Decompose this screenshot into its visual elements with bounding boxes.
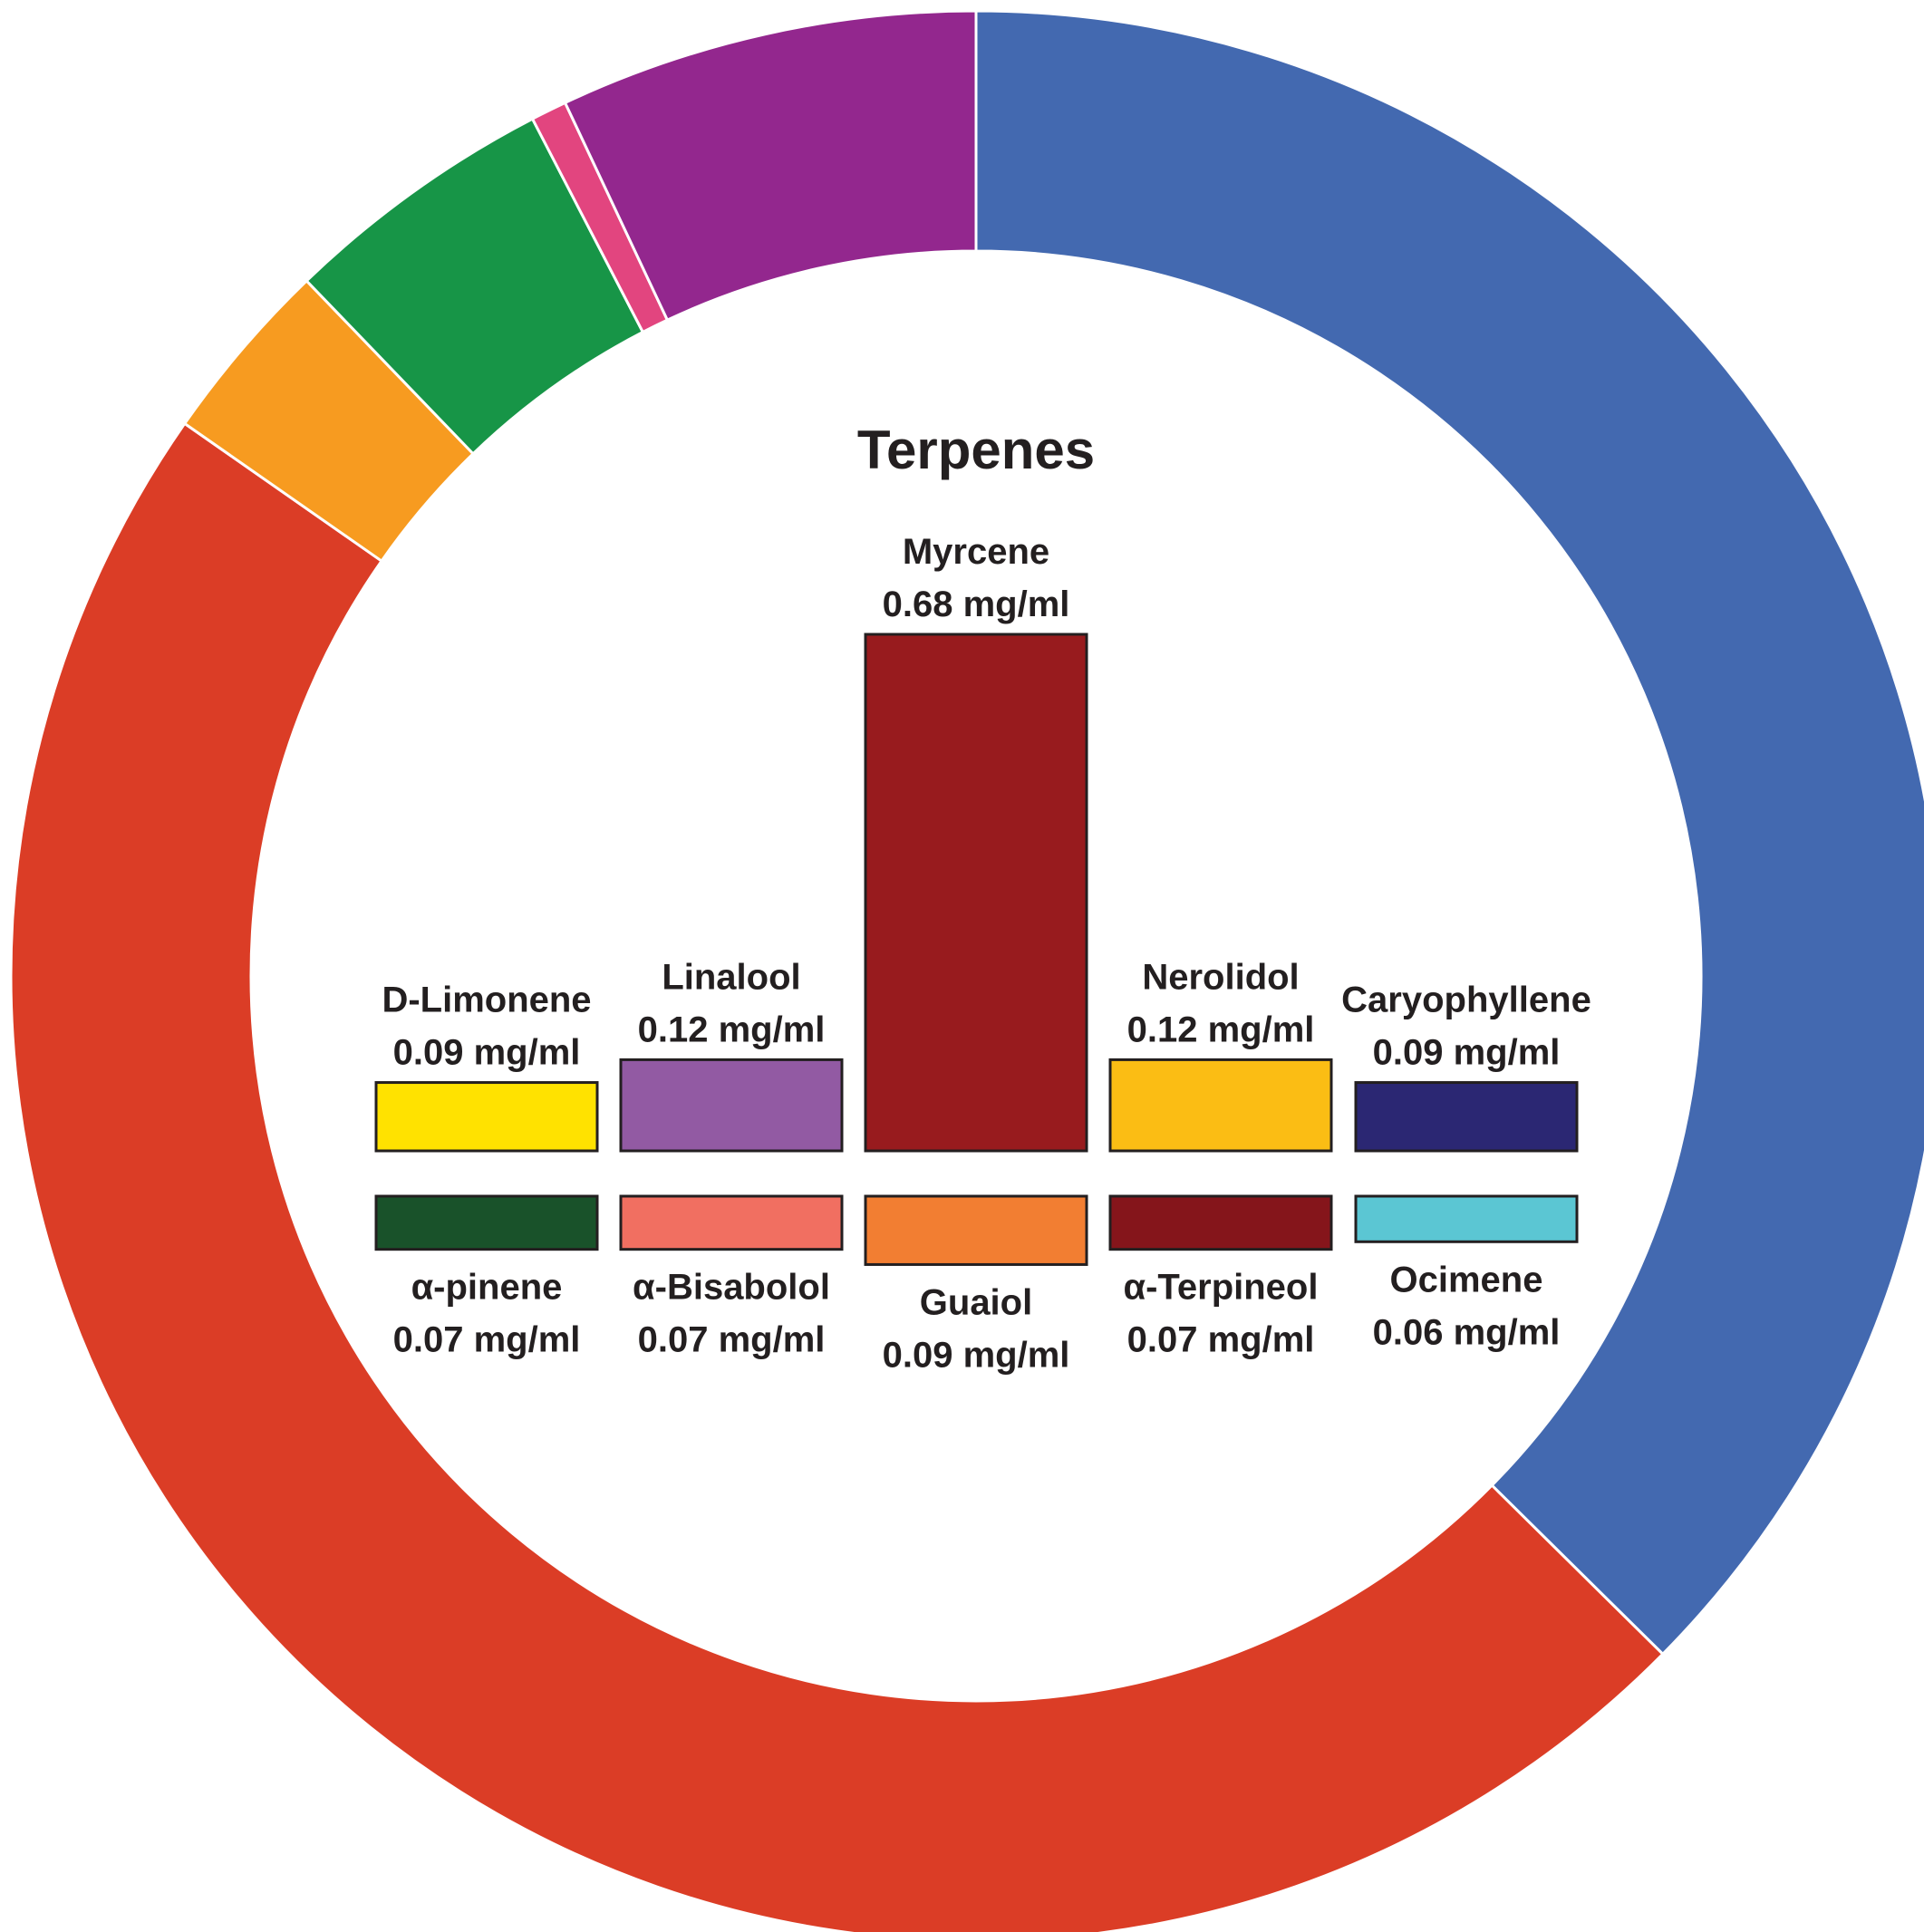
donut-slice-6	[563, 9, 978, 323]
bar-alpha-bisabolol	[619, 1194, 844, 1251]
chart-title: Terpenes	[857, 420, 1095, 480]
bar-caryophyllene	[1354, 1081, 1579, 1153]
bar-value-ocimene: 0.06 mg/ml	[1373, 1312, 1561, 1352]
bar-name-guaiol: Guaiol	[920, 1282, 1032, 1322]
bar-name-alpha-bisabolol: α-Bisabolol	[633, 1268, 830, 1308]
bar-alpha-terpineol	[1108, 1194, 1333, 1251]
bar-name-linalool: Linalool	[662, 957, 800, 997]
bar-name-caryophyllene: Caryophyllene	[1341, 980, 1591, 1020]
bar-name-alpha-pinene: α-pinene	[411, 1268, 563, 1308]
bar-value-alpha-bisabolol: 0.07 mg/ml	[638, 1320, 826, 1360]
bar-value-guaiol: 0.09 mg/ml	[883, 1335, 1070, 1375]
bar-value-caryophyllene: 0.09 mg/ml	[1373, 1033, 1561, 1073]
bar-value-myrcene: 0.68 mg/ml	[883, 584, 1070, 624]
bar-name-alpha-terpineol: α-Terpineol	[1124, 1268, 1319, 1308]
bar-name-ocimene: Ocimene	[1390, 1260, 1543, 1299]
bar-name-d-limonene: D-Limonene	[382, 980, 591, 1020]
bar-name-myrcene: Myrcene	[903, 532, 1049, 572]
bar-nerolidol	[1108, 1058, 1333, 1153]
bar-ocimene	[1354, 1194, 1579, 1243]
bar-linalool	[619, 1058, 844, 1153]
donut-slice-1	[974, 9, 1924, 1657]
bar-value-alpha-pinene: 0.07 mg/ml	[393, 1320, 581, 1360]
bars-top-row: D-Limonene 0.09 mg/ml Linalool 0.12 mg/ml My…	[374, 532, 1591, 1153]
bar-value-alpha-terpineol: 0.07 mg/ml	[1127, 1320, 1315, 1360]
bar-d-limonene	[374, 1081, 599, 1153]
bar-value-nerolidol: 0.12 mg/ml	[1127, 1009, 1315, 1049]
bars-bottom-row: α-pinene 0.07 mg/ml α-Bisabolol 0.07 mg/ml G…	[374, 1194, 1579, 1375]
bar-value-linalool: 0.12 mg/ml	[638, 1009, 826, 1049]
donut-slice-2	[9, 421, 1665, 1932]
bar-alpha-pinene	[374, 1194, 599, 1251]
bar-name-nerolidol: Nerolidol	[1142, 957, 1299, 997]
bar-myrcene	[864, 633, 1088, 1153]
bar-guaiol	[864, 1194, 1088, 1266]
donut-ring	[9, 9, 1924, 1932]
bar-value-d-limonene: 0.09 mg/ml	[393, 1033, 581, 1073]
